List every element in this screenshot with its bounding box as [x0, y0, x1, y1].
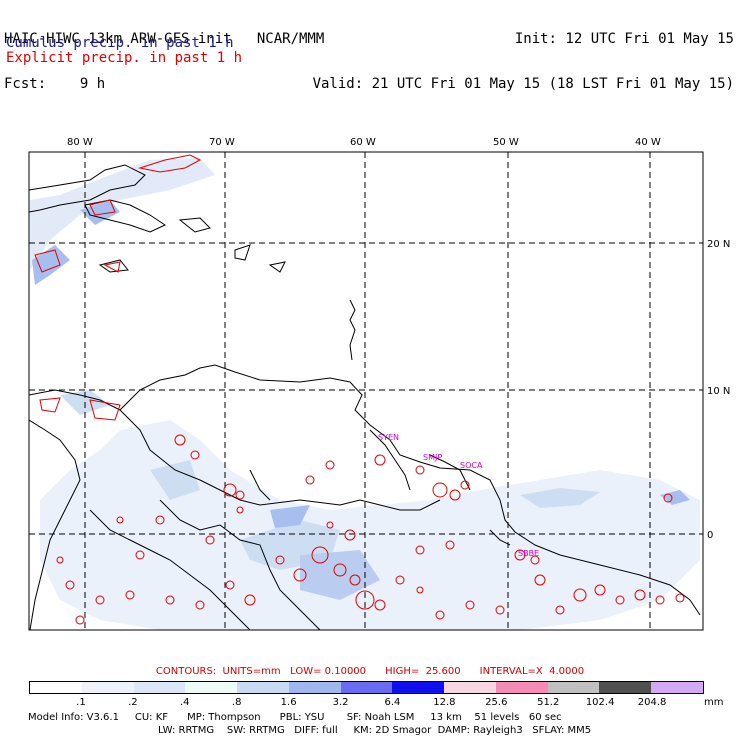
- explicit-legend: Explicit precip. in past 1 h: [6, 50, 243, 66]
- colorbar-label: .2: [128, 697, 138, 708]
- colorbar: [29, 681, 704, 694]
- plot-title: HAIC-HIWC 13km ARW-GFS init NCAR/MMM: [4, 31, 325, 47]
- colorbar-label: 204.8: [637, 697, 667, 708]
- lon-label: 70 W: [209, 137, 235, 148]
- contours-info: CONTOURS: UNITS=mm LOW= 0.10000 HIGH= 25…: [155, 666, 585, 677]
- station-label: SBBE: [518, 549, 539, 558]
- lat-lon-grid: [29, 152, 703, 630]
- model-info-line2: LW: RRTMG SW: RRTMG DIFF: full KM: 2D Sm…: [158, 725, 592, 736]
- lat-label: 0: [707, 530, 713, 541]
- colorbar-segment: [340, 682, 393, 693]
- colorbar-segment: [495, 682, 548, 693]
- colorbar-segment: [185, 682, 238, 693]
- colorbar-segment: [133, 682, 186, 693]
- lon-label: 40 W: [635, 137, 661, 148]
- lat-label: 20 N: [707, 239, 730, 250]
- init-time: Init: 12 UTC Fri 01 May 15: [514, 31, 734, 47]
- station-label: SOCA: [460, 461, 483, 470]
- station-labels: SYEN SMJP SOCA SBBE: [378, 433, 539, 558]
- colorbar-label: 25.6: [485, 697, 508, 708]
- header-right: Init: 12 UTC Fri 01 May 15 Valid: 21 UTC…: [313, 2, 734, 107]
- colorbar-label: 12.8: [433, 697, 456, 708]
- map-frame: [28, 151, 704, 631]
- colorbar-label: 51.2: [537, 697, 560, 708]
- colorbar-segment: [599, 682, 652, 693]
- colorbar-label: 3.2: [332, 697, 349, 708]
- colorbar-unit: mm: [704, 697, 724, 708]
- explicit-precip-contours: [34, 154, 685, 625]
- colorbar-segment: [651, 682, 703, 693]
- colorbar-label: .8: [231, 697, 242, 708]
- colorbar-segment: [444, 682, 496, 693]
- lon-label: 80 W: [67, 137, 93, 148]
- colorbar-label: 102.4: [585, 697, 615, 708]
- header-left: HAIC-HIWC 13km ARW-GFS init NCAR/MMM Fcs…: [4, 2, 324, 107]
- lat-label: 10 N: [707, 386, 730, 397]
- colorbar-segment: [547, 682, 600, 693]
- station-label: SYEN: [378, 433, 399, 442]
- colorbar-segment: [392, 682, 445, 693]
- colorbar-label: .4: [179, 697, 190, 708]
- forecast-hour: Fcst: 9 h: [4, 76, 106, 92]
- station-label: SMJP: [423, 453, 442, 462]
- colorbar-label: 1.6: [280, 697, 297, 708]
- lon-label: 60 W: [350, 137, 376, 148]
- cumulus-legend: Cumulus precip. in past 1 h: [6, 35, 234, 51]
- colorbar-segment: [288, 682, 341, 693]
- colorbar-label: .1: [76, 697, 86, 708]
- colorbar-segment: [81, 682, 134, 693]
- axis-labels: 80 W 70 W 60 W 50 W 40 W 20 N 10 N 0: [67, 137, 730, 541]
- coastlines: [29, 164, 701, 630]
- lon-label: 50 W: [493, 137, 519, 148]
- valid-time: Valid: 21 UTC Fri 01 May 15 (18 LST Fri …: [312, 76, 734, 92]
- colorbar-segment: [30, 682, 82, 693]
- colorbar-segment: [237, 682, 289, 693]
- colorbar-label: 6.4: [384, 697, 401, 708]
- model-info-line1: Model Info: V3.6.1 CU: KF MP: Thompson P…: [28, 712, 562, 723]
